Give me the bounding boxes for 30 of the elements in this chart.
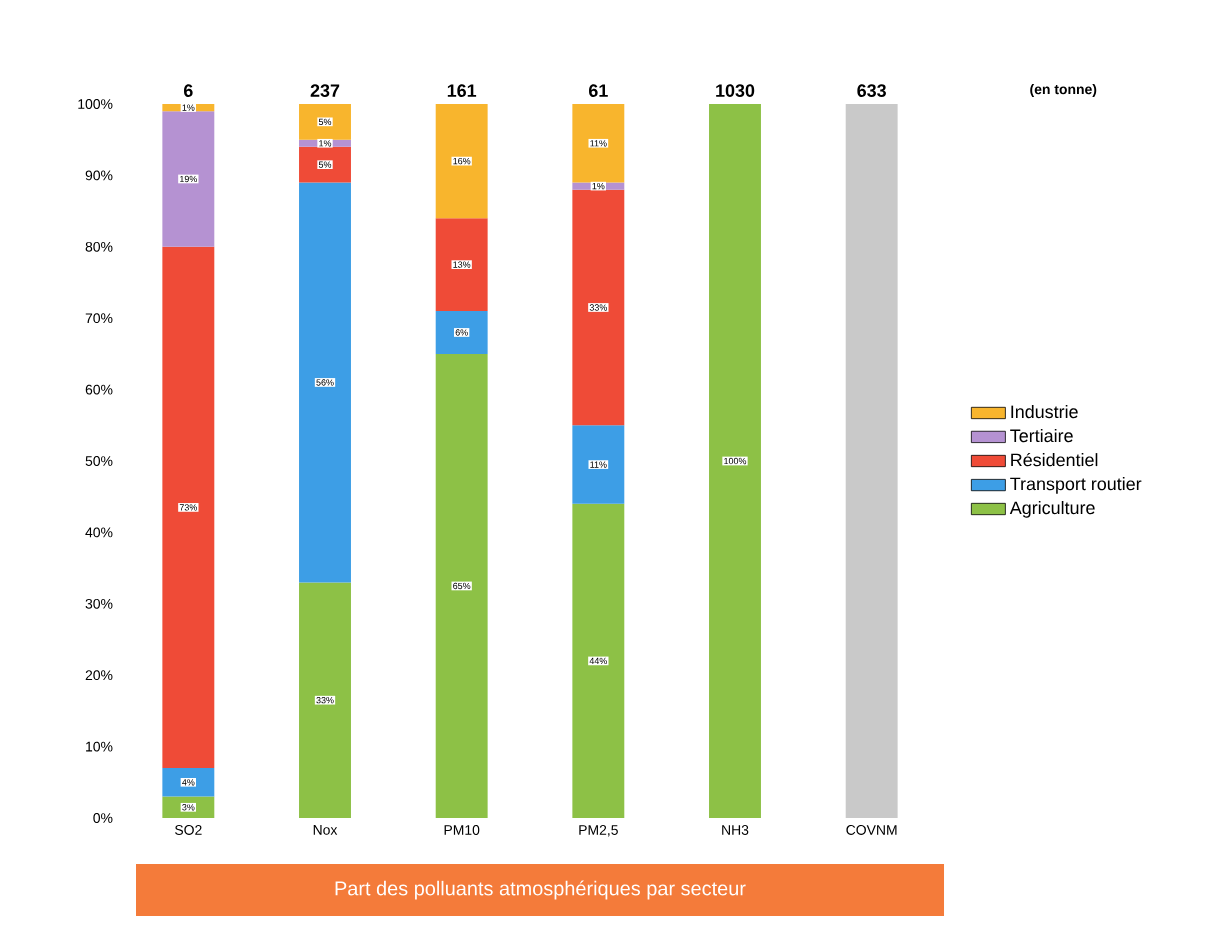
text: 633 (857, 84, 886, 97)
legend-label: Industrie (1011, 404, 1078, 419)
bar (845, 103, 898, 818)
bar (435, 218, 488, 312)
bar (709, 103, 761, 818)
bar (162, 111, 215, 247)
bar (162, 768, 215, 797)
bar (162, 246, 215, 769)
text: Part des polluants atmosphériques par secteur (335, 880, 746, 900)
bar (572, 425, 625, 504)
bar (435, 353, 488, 818)
text: 237 (310, 84, 340, 97)
bar (435, 311, 488, 354)
legend-label: Agriculture (1009, 501, 1095, 518)
bar (435, 103, 488, 219)
legend-label: Résidentiel (1011, 452, 1098, 467)
bar (299, 146, 351, 183)
legend-label: Tertiaire (1010, 428, 1073, 443)
bar (299, 103, 351, 140)
bar (572, 189, 625, 426)
text: 1030 (716, 84, 755, 97)
text: 161 (447, 84, 477, 97)
bar (299, 582, 351, 818)
text: 61 (589, 84, 608, 97)
bar (572, 103, 625, 183)
bar (299, 182, 351, 583)
bar (162, 796, 215, 818)
legend-label: Transport routier (1010, 477, 1142, 494)
bar (572, 503, 625, 818)
text: 6 (184, 84, 193, 97)
